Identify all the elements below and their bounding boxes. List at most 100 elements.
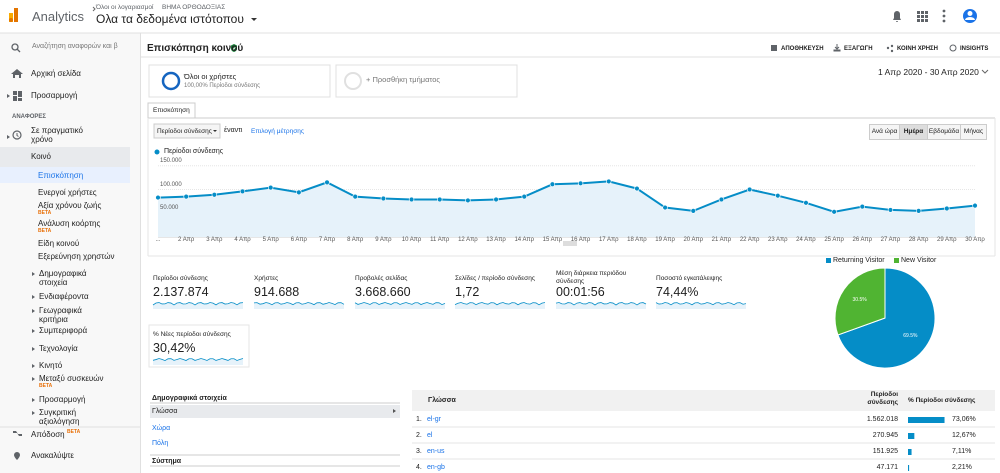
metric-select-label[interactable]: Περίοδοι σύνδεσης — [157, 128, 212, 135]
x-tick-label: 6 Απρ — [290, 237, 307, 243]
action[interactable]: ΑΠΟΘΗΚΕΥΣΗ — [781, 46, 824, 52]
nav-subitem[interactable]: Είδη κοινού — [38, 239, 80, 248]
add-segment-card[interactable] — [335, 64, 518, 98]
point — [746, 186, 753, 193]
rank: 4. — [416, 464, 422, 471]
granularity-button[interactable]: Εβδομάδα — [927, 124, 961, 140]
nav-section: ΑΝΑΦΟΡΕΣ — [12, 114, 47, 120]
nav-item[interactable]: Απόδοση — [31, 430, 65, 439]
rank: 3. — [416, 448, 422, 455]
nav-subitem[interactable]: Επισκόπηση — [38, 171, 84, 180]
nav-subitem[interactable]: Ανάλυση κοόρτης — [38, 219, 101, 228]
verified-icon — [231, 44, 237, 52]
x-tick-label: 9 Απρ — [375, 237, 392, 243]
sparkline — [655, 302, 747, 306]
action[interactable]: INSIGHTS — [960, 46, 989, 52]
language[interactable]: en-gb — [427, 464, 445, 471]
sparkline — [253, 302, 345, 306]
view-caret[interactable] — [251, 18, 257, 21]
point — [352, 193, 358, 200]
dimension-item[interactable]: Πόλη — [152, 440, 169, 447]
nav-item[interactable]: Ανακαλύψτε — [31, 451, 74, 460]
select-metric[interactable]: Επιλογή μέτρησης — [251, 128, 304, 135]
metric-label: Ποσοστό εγκατάλειψης — [656, 275, 723, 282]
point — [972, 202, 978, 209]
pie-slice — [837, 267, 936, 369]
chart-handle[interactable] — [563, 241, 577, 246]
legend-label: Περίοδοι σύνδεσης — [164, 148, 224, 155]
language[interactable]: el-gr — [427, 416, 442, 423]
sparkline-fill — [556, 302, 646, 309]
nav-item[interactable]: Σε πραγματικό χρόνο — [31, 126, 83, 144]
pie-slice — [834, 267, 886, 336]
action-icons[interactable] — [771, 44, 957, 53]
dimension-item[interactable]: Γλώσσα — [152, 408, 178, 415]
point — [803, 200, 809, 206]
x-tick-label: 3 Απρ — [206, 237, 223, 243]
metric-select[interactable] — [153, 123, 221, 139]
nav-group[interactable]: Ενδιαφέροντα — [39, 292, 89, 301]
nav-selected-item — [0, 167, 130, 183]
action[interactable]: ΚΟΙΝΗ ΧΡΗΣΗ — [897, 46, 938, 52]
metric-value: 3.668.660 — [355, 285, 411, 299]
y-tick-label: 150.000 — [160, 157, 182, 164]
point — [465, 197, 471, 204]
table-header — [412, 390, 995, 411]
metric-value: 74,44% — [656, 285, 699, 299]
nav-group[interactable]: Τεχνολογία — [39, 344, 78, 353]
point — [408, 196, 415, 203]
granularity-button[interactable]: Ημέρα — [899, 124, 928, 140]
top-icons[interactable] — [893, 9, 946, 23]
metric-box — [148, 324, 250, 368]
expand-arrow — [32, 295, 35, 299]
x-tick-label: 22 Απρ — [739, 237, 760, 243]
avatar-body — [965, 17, 975, 20]
nav-item[interactable]: Αρχική σελίδα — [31, 69, 81, 78]
sparkline — [354, 302, 446, 306]
nav-group[interactable]: Συγκριτική αξιολόγηση — [39, 408, 80, 426]
breadcrumb-property[interactable]: ΒΗΜΑ ΟΡΘΟΔΟΞΙΑΣ — [162, 4, 226, 11]
action[interactable]: ΕΞΑΓΩΓΗ — [844, 46, 873, 52]
metric-label: Σελίδες / περίοδο σύνδεσης — [455, 275, 535, 282]
share-bar — [908, 433, 915, 439]
y-tick-label: 100.000 — [160, 181, 182, 188]
language[interactable]: en-us — [427, 448, 445, 455]
sparkline — [152, 302, 244, 306]
nav-group[interactable]: Προσαρμογή — [39, 395, 86, 404]
sidebar — [0, 33, 141, 473]
point — [831, 209, 837, 215]
date-caret[interactable] — [981, 69, 989, 74]
nav-group[interactable]: Δημογραφικά στοιχεία — [39, 269, 87, 287]
nav-item[interactable]: Προσαρμογή — [31, 91, 78, 100]
dimension-item[interactable]: Χώρα — [152, 425, 171, 432]
nav-group[interactable]: Συμπεριφορά — [39, 326, 88, 335]
beta-badge: BETA — [67, 429, 81, 435]
x-tick-label: 16 Απρ — [570, 237, 591, 243]
view-name[interactable]: Ολα τα δεδομένα ιστότοπου — [96, 12, 244, 26]
search-box[interactable]: Αναζήτηση αναφορών και β — [32, 43, 118, 50]
dimension-title: Σύστημα — [152, 458, 182, 465]
date-range[interactable]: 1 Απρ 2020 - 30 Απρ 2020 — [878, 67, 979, 77]
language[interactable]: el — [427, 432, 433, 439]
nav-group[interactable]: Γεωγραφικά κριτήρια — [39, 306, 82, 324]
share-label: 12,67% — [952, 432, 976, 439]
metric-label: % Νέες περίοδοι σύνδεσης — [153, 331, 231, 338]
nav-subitem[interactable]: Αξία χρόνου ζωής — [38, 201, 102, 210]
nav-group[interactable]: Κινητό — [39, 361, 63, 370]
nav-item[interactable]: Κοινό — [31, 152, 51, 161]
x-tick-label: 29 Απρ — [937, 237, 957, 243]
x-tick-label: 19 Απρ — [655, 237, 675, 243]
granularity-button[interactable]: Μήνας — [960, 124, 987, 140]
nav-group[interactable]: Μεταξύ συσκευών — [39, 374, 104, 383]
add-segment[interactable]: + Προσθήκη τμήματος — [366, 75, 441, 84]
expand-arrow — [32, 272, 35, 276]
tab[interactable]: Επισκόπηση — [153, 107, 190, 114]
x-tick-label: 8 Απρ — [347, 237, 364, 243]
granularity-button[interactable]: Ανά ώρα — [869, 124, 900, 140]
avatar-head — [967, 11, 973, 16]
breadcrumb-account[interactable]: Όλοι οι λογαριασμοί — [96, 4, 154, 11]
nav-subitem[interactable]: Ενεργοί χρήστες — [38, 188, 97, 197]
nav-subitem[interactable]: Εξερεύνηση χρηστών — [38, 252, 115, 261]
expand-arrow — [32, 329, 35, 333]
legend-swatch — [826, 258, 831, 263]
